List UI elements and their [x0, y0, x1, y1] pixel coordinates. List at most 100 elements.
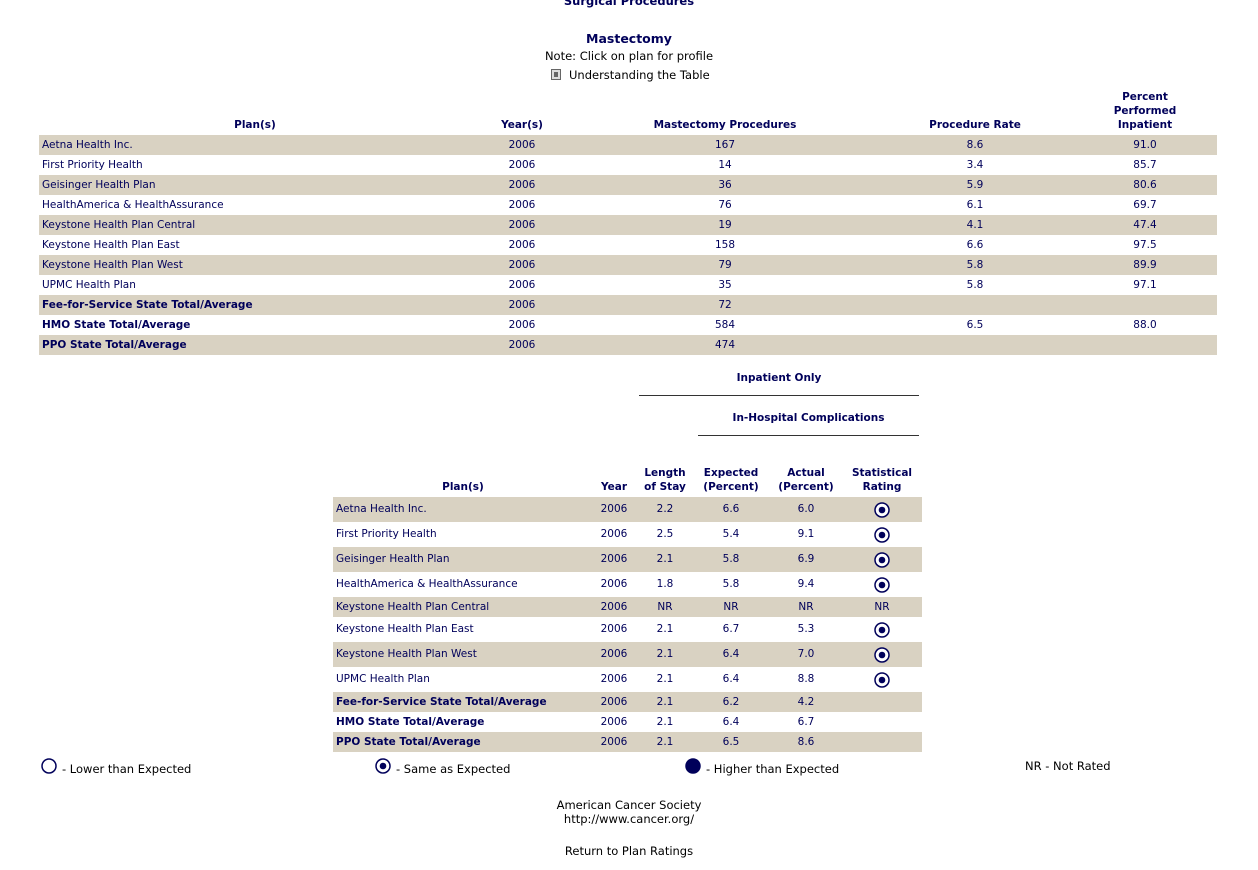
cell: 8.6	[797, 736, 815, 748]
table-row	[39, 255, 1217, 275]
column-header: Length of Stay	[644, 467, 686, 493]
column-header: Procedure Rate	[929, 119, 1021, 131]
group-rule	[639, 395, 919, 396]
cell: 85.7	[1133, 159, 1157, 171]
cell: 6.2	[722, 696, 740, 708]
cell: 6.0	[797, 503, 815, 515]
plan-link: HMO State Total/Average	[336, 716, 485, 728]
rating-icon	[874, 671, 890, 688]
cell: 6.4	[722, 648, 740, 660]
help-icon[interactable]	[551, 69, 561, 80]
plan-link[interactable]: Aetna Health Inc.	[42, 139, 133, 151]
cell: 2.1	[656, 736, 674, 748]
cell: 2.1	[656, 648, 674, 660]
footer-url[interactable]: http://www.cancer.org/	[563, 812, 695, 826]
cell: 5.4	[722, 528, 740, 540]
plan-link[interactable]: HealthAmerica & HealthAssurance	[336, 578, 518, 590]
cell: 2006	[508, 159, 536, 171]
plan-link[interactable]: Keystone Health Plan West	[336, 648, 477, 660]
column-header: Actual (Percent)	[778, 467, 834, 493]
column-header: Plan(s)	[234, 119, 276, 131]
subgroup-header: In-Hospital Complications	[732, 412, 885, 424]
column-header: Mastectomy Procedures	[653, 119, 797, 131]
cell: 6.4	[722, 673, 740, 685]
cell: 2006	[600, 503, 628, 515]
table-row	[333, 547, 922, 572]
plan-link[interactable]: Keystone Health Plan East	[42, 239, 180, 251]
cell: 91.0	[1133, 139, 1157, 151]
section-title: Surgical Procedures	[563, 0, 695, 8]
plan-link[interactable]: Keystone Health Plan West	[42, 259, 183, 271]
cell: NR	[798, 601, 814, 613]
cell: 6.4	[722, 716, 740, 728]
cell: 6.5	[722, 736, 740, 748]
cell: 6.6	[966, 239, 984, 251]
plan-link[interactable]: Geisinger Health Plan	[336, 553, 450, 565]
cell: 5.9	[966, 179, 984, 191]
cell: 158	[714, 239, 736, 251]
cell: 2.1	[656, 716, 674, 728]
table-row	[39, 175, 1217, 195]
cell: 76	[718, 199, 732, 211]
cell: 2006	[508, 259, 536, 271]
rating-icon	[874, 551, 890, 568]
plan-link[interactable]: Geisinger Health Plan	[42, 179, 156, 191]
cell: 2006	[508, 339, 536, 351]
legend-label: NR - Not Rated	[1025, 759, 1111, 773]
cell: 6.7	[722, 623, 740, 635]
legend-label: - Higher than Expected	[706, 762, 840, 776]
cell: 5.3	[797, 623, 815, 635]
column-header: Year(s)	[501, 119, 543, 131]
rating-icon	[685, 758, 701, 774]
cell: 2006	[600, 623, 628, 635]
column-header: Percent Performed Inpatient	[1113, 91, 1177, 131]
cell: 2.1	[656, 673, 674, 685]
cell: 2.1	[656, 553, 674, 565]
rating-icon	[874, 501, 890, 518]
cell: 167	[714, 139, 736, 151]
cell: 8.6	[966, 139, 984, 151]
cell: 9.1	[797, 528, 815, 540]
cell: 2.1	[656, 696, 674, 708]
plan-link: Fee-for-Service State Total/Average	[336, 696, 547, 708]
help-link[interactable]: Understanding the Table	[569, 68, 710, 82]
cell: 2006	[600, 528, 628, 540]
cell: 2006	[600, 696, 628, 708]
cell: 4.1	[966, 219, 984, 231]
table-row	[39, 335, 1217, 355]
rating-icon	[874, 576, 890, 593]
plan-link[interactable]: Keystone Health Plan East	[336, 623, 474, 635]
cell: 2006	[508, 239, 536, 251]
cell: NR	[657, 601, 673, 613]
plan-link[interactable]: Keystone Health Plan Central	[42, 219, 196, 231]
cell: 8.8	[797, 673, 815, 685]
cell: 14	[718, 159, 732, 171]
table-row	[39, 315, 1217, 335]
cell: 584	[714, 319, 736, 331]
cell: 80.6	[1133, 179, 1157, 191]
plan-link[interactable]: First Priority Health	[336, 528, 437, 540]
plan-link[interactable]: UPMC Health Plan	[336, 673, 430, 685]
return-link[interactable]: Return to Plan Ratings	[564, 844, 694, 858]
cell: NR	[874, 601, 890, 613]
group-header: Inpatient Only	[736, 372, 822, 384]
column-header: Expected (Percent)	[703, 467, 759, 493]
plan-link: HMO State Total/Average	[42, 319, 191, 331]
plan-link[interactable]: First Priority Health	[42, 159, 143, 171]
plan-link[interactable]: Aetna Health Inc.	[336, 503, 427, 515]
plan-link[interactable]: Keystone Health Plan Central	[336, 601, 490, 613]
cell: 72	[718, 299, 732, 311]
plan-link[interactable]: UPMC Health Plan	[42, 279, 136, 291]
table-row	[39, 295, 1217, 315]
table-row	[333, 692, 922, 712]
legend-label: - Lower than Expected	[62, 762, 192, 776]
cell: 88.0	[1133, 319, 1157, 331]
table-row	[333, 732, 922, 752]
cell: 2006	[508, 139, 536, 151]
footer-org: American Cancer Society	[556, 798, 702, 812]
cell: 2006	[600, 601, 628, 613]
cell: 6.1	[966, 199, 984, 211]
plan-link[interactable]: HealthAmerica & HealthAssurance	[42, 199, 224, 211]
table-row	[39, 275, 1217, 295]
